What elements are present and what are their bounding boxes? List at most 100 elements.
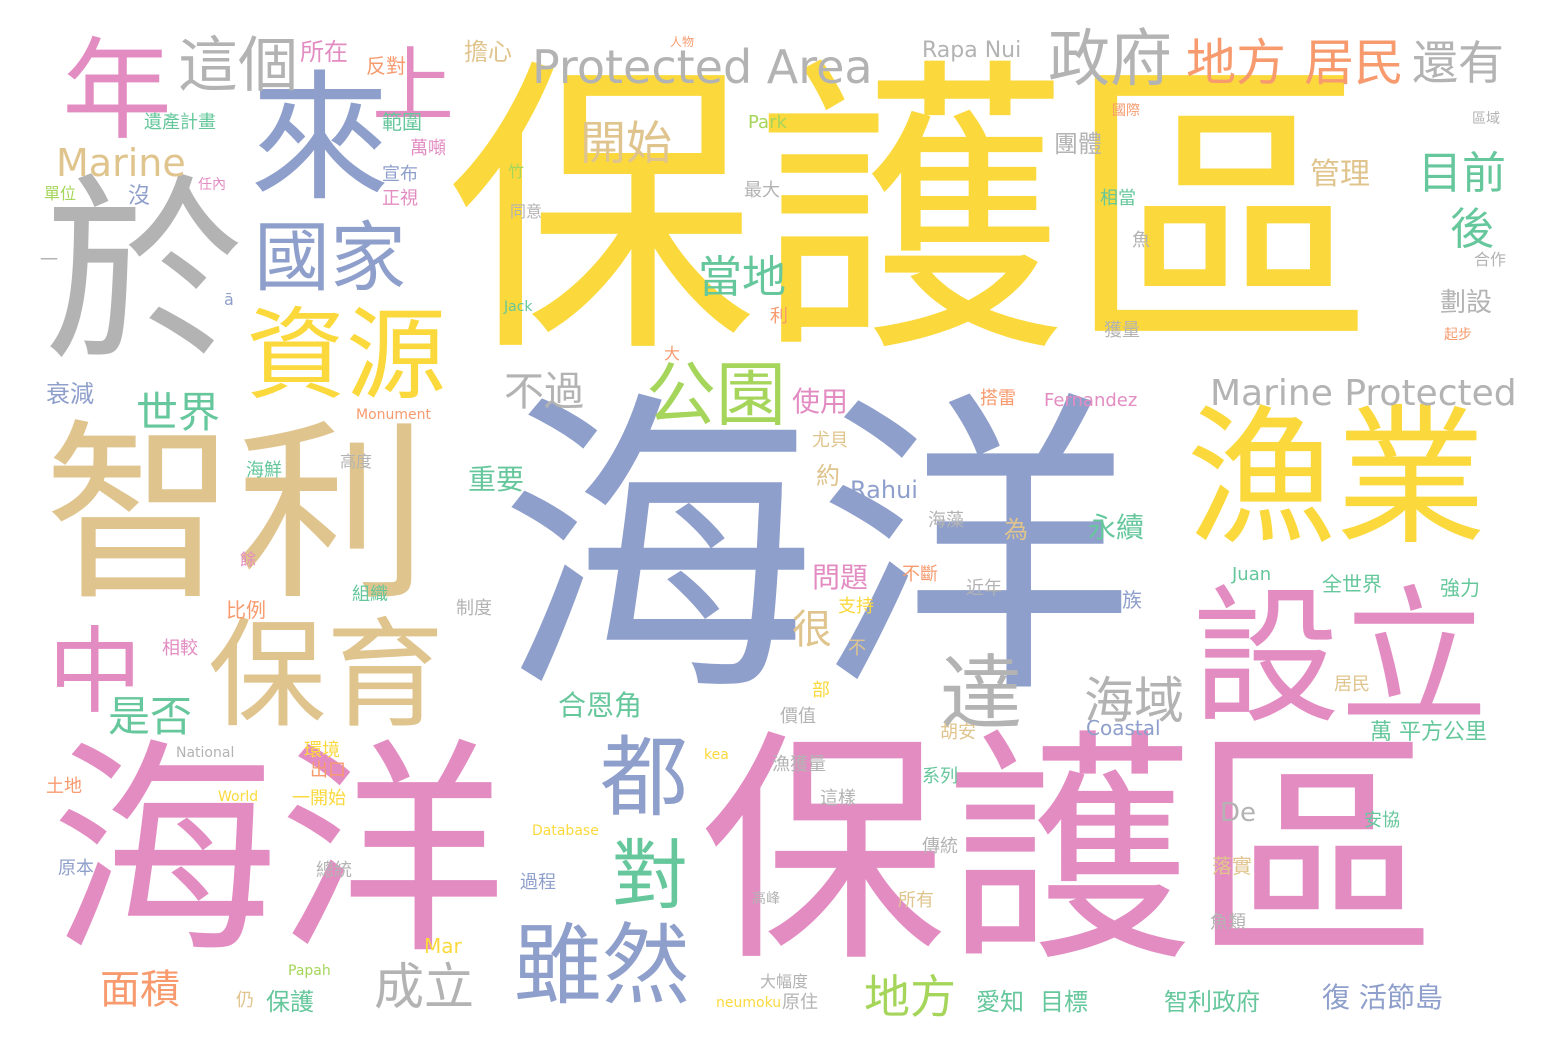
- cloud-word: 國家: [254, 213, 406, 302]
- cloud-word: ā: [224, 290, 234, 309]
- cloud-word: 獲量: [1104, 320, 1140, 341]
- cloud-word: 胡安: [940, 722, 976, 743]
- cloud-word: 不過: [504, 369, 584, 415]
- cloud-word: 還有: [1412, 36, 1504, 90]
- cloud-word: 這個: [178, 31, 298, 101]
- cloud-word: 高度: [340, 452, 373, 471]
- cloud-word: 制度: [456, 598, 492, 619]
- cloud-word: 所有: [898, 890, 934, 911]
- cloud-word: National: [176, 745, 235, 761]
- cloud-word: 搭雷: [980, 388, 1016, 409]
- cloud-word: 海洋: [498, 366, 1134, 736]
- cloud-word: 面積: [100, 967, 180, 1013]
- cloud-word: 地方: [1186, 34, 1286, 92]
- cloud-word: 這樣: [820, 788, 856, 809]
- cloud-word: 組織: [352, 584, 388, 605]
- cloud-word: 衰減: [46, 380, 94, 408]
- cloud-word: 近年: [966, 578, 1002, 599]
- cloud-word: 資源: [246, 297, 446, 414]
- cloud-word: 開始: [580, 116, 672, 170]
- cloud-word: Marine Protected: [1210, 373, 1517, 414]
- cloud-word: 同意: [510, 202, 543, 221]
- cloud-word: Fernandez: [1044, 390, 1138, 411]
- cloud-word: 為: [1004, 516, 1028, 544]
- cloud-word: 重要: [468, 463, 525, 496]
- cloud-word: 劃設: [1440, 288, 1493, 318]
- cloud-word: 反對: [366, 54, 406, 78]
- cloud-word: 出口: [310, 760, 346, 781]
- cloud-word: 保護: [266, 988, 314, 1016]
- cloud-word: 竹: [508, 162, 525, 181]
- cloud-word: 成立: [374, 958, 474, 1016]
- cloud-word: Coastal: [1086, 716, 1161, 740]
- cloud-word: 約: [816, 462, 840, 490]
- cloud-word: 高峰: [752, 891, 780, 907]
- cloud-word: 全世界: [1322, 572, 1382, 596]
- cloud-word: 保護區: [446, 34, 1376, 395]
- cloud-word: 過程: [520, 872, 556, 893]
- cloud-word: 當地: [698, 252, 786, 303]
- cloud-word: 設立: [1192, 572, 1488, 744]
- cloud-word: 一: [40, 250, 58, 271]
- cloud-word: Jack: [504, 299, 533, 315]
- cloud-word: 漁業: [1186, 392, 1487, 566]
- cloud-word: 支持: [838, 596, 874, 617]
- cloud-word: 正視: [382, 188, 418, 209]
- cloud-word: 尤貝: [812, 430, 848, 451]
- cloud-word: 愛知: [976, 988, 1024, 1016]
- cloud-word: Database: [532, 823, 599, 839]
- cloud-word: De: [1220, 798, 1257, 828]
- cloud-word: kea: [704, 747, 729, 763]
- cloud-word: Juan: [1232, 564, 1272, 585]
- cloud-word: 範圍: [382, 110, 422, 134]
- cloud-word: 價值: [780, 706, 816, 727]
- cloud-word: 團體: [1054, 130, 1102, 158]
- cloud-word: 環境: [304, 740, 340, 761]
- cloud-word: 不: [848, 638, 866, 659]
- cloud-word: 海鮮: [246, 460, 282, 481]
- cloud-word: Rahui: [850, 476, 918, 504]
- cloud-word: 居民: [1304, 34, 1404, 92]
- cloud-word: 海域: [1084, 672, 1184, 730]
- cloud-word: 原住: [782, 992, 818, 1013]
- cloud-word: 部: [812, 680, 830, 701]
- cloud-word: 利: [770, 306, 788, 327]
- cloud-word: 政府: [1048, 22, 1173, 95]
- cloud-word: 所在: [300, 38, 348, 66]
- cloud-word: 總統: [316, 860, 352, 881]
- cloud-word: 魚類: [1210, 912, 1246, 933]
- cloud-word: 問題: [812, 561, 869, 594]
- cloud-word: 任內: [198, 177, 226, 193]
- cloud-word: 漁獲量: [772, 754, 826, 775]
- cloud-word: 永續: [1088, 511, 1145, 544]
- cloud-word: 地方: [864, 970, 956, 1024]
- cloud-word: 海洋: [50, 719, 506, 985]
- cloud-word: 沒: [128, 184, 151, 209]
- cloud-word: 復 活節島: [1322, 981, 1443, 1014]
- cloud-word: 保護區: [700, 710, 1439, 996]
- cloud-word: 年: [62, 27, 172, 155]
- cloud-word: 擔心: [464, 38, 512, 66]
- cloud-word: Mar: [424, 934, 462, 958]
- cloud-word: 原本: [58, 858, 94, 879]
- cloud-word: Papah: [288, 963, 331, 979]
- cloud-word: 強力: [1440, 576, 1480, 600]
- cloud-word: 都: [600, 726, 689, 829]
- cloud-word: 於: [44, 157, 245, 390]
- cloud-word: 土地: [46, 776, 82, 797]
- cloud-word: 遺產計畫: [144, 112, 216, 133]
- cloud-word: 最大: [744, 180, 780, 201]
- cloud-word: 宣布: [382, 164, 418, 185]
- cloud-word: 目標: [1040, 988, 1088, 1016]
- cloud-word: 仍: [236, 990, 254, 1011]
- cloud-word: 雖然: [514, 914, 691, 1017]
- cloud-word: 合恩角: [558, 689, 643, 722]
- cloud-word: Park: [748, 112, 787, 133]
- cloud-word: Protected Area: [532, 40, 873, 94]
- cloud-word: 居民: [1334, 674, 1370, 695]
- cloud-word: 合作: [1474, 250, 1507, 269]
- cloud-word: 民族: [1102, 588, 1142, 612]
- cloud-word: Marine: [56, 141, 186, 185]
- cloud-word: 安協: [1364, 810, 1400, 831]
